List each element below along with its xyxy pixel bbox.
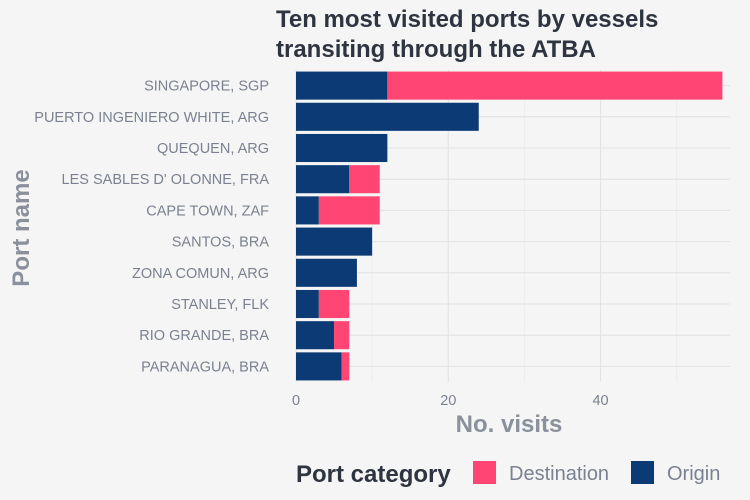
- x-tick-label: 0: [292, 393, 300, 409]
- bar-origin: [296, 258, 357, 287]
- y-tick-label: CAPE TOWN, ZAF: [146, 203, 269, 219]
- legend-key-origin: [631, 461, 654, 484]
- bars: [296, 71, 723, 381]
- y-axis-title: Port name: [8, 169, 35, 286]
- chart-title-line-1: Ten most visited ports by vessels: [276, 6, 658, 33]
- bar-destination: [318, 196, 380, 225]
- y-tick-label: RIO GRANDE, BRA: [139, 328, 269, 344]
- x-tick-label: 40: [592, 393, 608, 409]
- y-tick-label: PUERTO INGENIERO WHITE, ARG: [34, 110, 269, 126]
- x-tick-label: 20: [440, 393, 456, 409]
- bar-origin: [296, 196, 319, 225]
- y-tick-label: QUEQUEN, ARG: [157, 141, 269, 157]
- y-tick-label: SINGAPORE, SGP: [144, 79, 269, 95]
- y-tick-labels: SINGAPORE, SGP PUERTO INGENIERO WHITE, AR…: [34, 79, 269, 376]
- y-tick-label: LES SABLES D' OLONNE, FRA: [62, 172, 270, 188]
- bar-origin: [296, 352, 342, 381]
- chart-title-line-2: transiting through the ATBA: [276, 36, 596, 63]
- y-tick-label: ZONA COMUN, ARG: [132, 266, 269, 282]
- bar-origin: [296, 165, 350, 194]
- bar-destination: [349, 165, 380, 194]
- bar-destination: [334, 321, 350, 350]
- bar-origin: [296, 71, 388, 100]
- bar-origin: [296, 289, 319, 319]
- bar-origin: [296, 321, 335, 350]
- bar-destination: [341, 352, 350, 381]
- bar-origin: [296, 102, 479, 131]
- x-tick-labels: 0 20 40: [292, 393, 609, 409]
- bar-destination: [318, 289, 350, 319]
- legend: Port category Destination Origin: [296, 461, 720, 488]
- legend-title: Port category: [296, 461, 451, 488]
- x-axis-title: No. visits: [456, 411, 563, 438]
- bar-destination: [387, 71, 723, 100]
- legend-label-origin: Origin: [667, 463, 720, 485]
- bar-origin: [296, 227, 373, 256]
- legend-label-destination: Destination: [509, 463, 609, 485]
- bar-origin: [296, 133, 388, 163]
- y-tick-label: SANTOS, BRA: [172, 235, 270, 251]
- y-tick-label: PARANAGUA, BRA: [141, 359, 269, 375]
- y-tick-label: STANLEY, FLK: [171, 297, 269, 313]
- legend-key-destination: [473, 461, 496, 484]
